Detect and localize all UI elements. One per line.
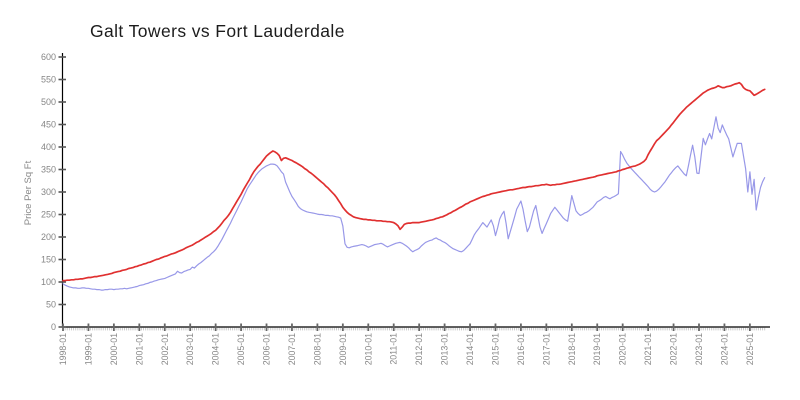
x-tick-label: 2007-01 <box>287 333 297 365</box>
x-tick-label: 2020-01 <box>618 333 628 365</box>
x-tick-label: 1999-01 <box>83 333 93 365</box>
x-tick-label: 2014-01 <box>465 333 475 365</box>
y-tick-label: 150 <box>41 255 56 265</box>
y-tick-label: 400 <box>41 142 56 152</box>
x-tick-label: 2019-01 <box>592 333 602 365</box>
x-tick-label: 2000-01 <box>109 333 119 365</box>
y-tick-label: 550 <box>41 75 56 85</box>
y-tick-label: 0 <box>51 322 56 332</box>
x-tick-label: 2006-01 <box>262 333 272 365</box>
y-tick-label: 500 <box>41 97 56 107</box>
x-tick-label: 2025-01 <box>745 333 755 365</box>
y-tick-label: 300 <box>41 187 56 197</box>
plot-area: 0 50 100 150 200 250 300 350 400 450 500 550 600 1998… <box>41 52 770 365</box>
x-tick-label: 2012-01 <box>414 333 424 365</box>
x-tick-label: 2010-01 <box>363 333 373 365</box>
chart-title: Galt Towers vs Fort Lauderdale <box>90 21 345 41</box>
y-tick-label: 100 <box>41 277 56 287</box>
x-tick-label: 2005-01 <box>236 333 246 365</box>
x-tick-label: 2004-01 <box>211 333 221 365</box>
x-tick-label: 2009-01 <box>338 333 348 365</box>
x-tick-label: 1998-01 <box>58 333 68 365</box>
series-line-red <box>62 81 766 282</box>
y-axis-label: Price Per Sq Ft <box>23 160 34 225</box>
x-tick-label: 2016-01 <box>516 333 526 365</box>
x-tick-label: 2024-01 <box>719 333 729 365</box>
x-tick-label: 2018-01 <box>567 333 577 365</box>
x-tick-label: 2008-01 <box>312 333 322 365</box>
x-tick-label: 2015-01 <box>490 333 500 365</box>
y-tick-label: 350 <box>41 165 56 175</box>
y-tick-label: 250 <box>41 210 56 220</box>
y-tick-label: 450 <box>41 120 56 130</box>
y-tick-label: 600 <box>41 52 56 62</box>
x-tick-label: 2022-01 <box>669 333 679 365</box>
y-tick-label: 200 <box>41 232 56 242</box>
series-line-blue <box>62 116 766 291</box>
x-tick-label: 2013-01 <box>440 333 450 365</box>
x-tick-label: 2011-01 <box>389 333 399 365</box>
y-tick-label: 50 <box>46 300 56 310</box>
x-tick-label: 2001-01 <box>134 333 144 365</box>
x-tick-label: 2017-01 <box>541 333 551 365</box>
x-tick-label: 2023-01 <box>694 333 704 365</box>
x-tick-label: 2002-01 <box>160 333 170 365</box>
x-tick-label: 2003-01 <box>185 333 195 365</box>
x-tick-label: 2021-01 <box>643 333 653 365</box>
